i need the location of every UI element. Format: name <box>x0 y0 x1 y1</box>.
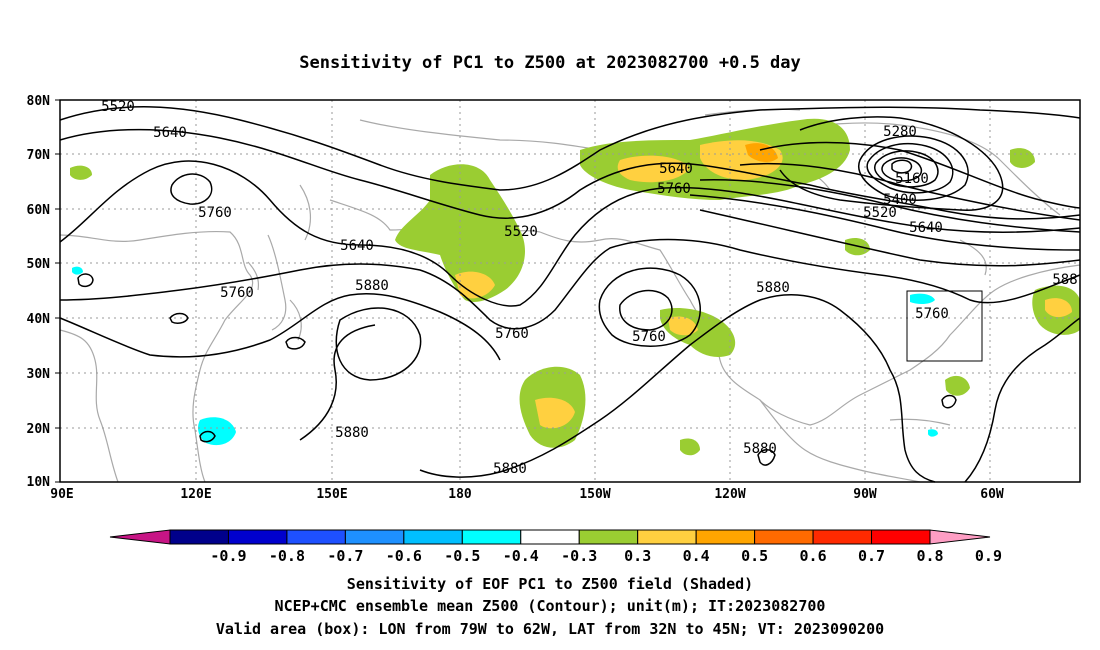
map-panel: 5520 5640 5760 5640 5520 5880 5760 5760 … <box>27 94 1081 502</box>
colorbar-swatch <box>695 529 756 545</box>
colorbar-swatch <box>754 529 814 545</box>
lat-tick: 80N <box>27 94 51 109</box>
colorbar-swatch <box>227 529 288 545</box>
colorbar-label: 0.3 <box>624 547 651 565</box>
contour-label: 5760 <box>495 326 529 342</box>
colorbar-label: 0.7 <box>858 547 885 565</box>
map-frame <box>59 99 1081 483</box>
colorbar-label: 0.9 <box>975 547 1002 565</box>
contour-label: 5640 <box>909 220 943 236</box>
colorbar-label: -0.8 <box>269 547 305 565</box>
contour-label: 5880 <box>743 441 777 457</box>
contour-label: 5760 <box>657 181 691 197</box>
z500-contours <box>59 106 1081 483</box>
lon-tick: 120E <box>180 487 211 502</box>
colorbar-left-arrow <box>109 529 171 545</box>
lat-tick: 30N <box>27 367 51 382</box>
contour-label: 5520 <box>504 224 538 240</box>
lon-tick: 60W <box>980 487 1004 502</box>
contour-label: 5400 <box>883 192 917 208</box>
colorbar-label: -0.3 <box>561 547 597 565</box>
colorbar-label: -0.5 <box>444 547 480 565</box>
contour-labels: 5520 5640 5760 5640 5520 5880 5760 5760 … <box>101 99 1078 477</box>
captions: Sensitivity of EOF PC1 to Z500 field (Sh… <box>216 575 884 638</box>
lon-tick: 150E <box>316 487 347 502</box>
lon-tick: 90W <box>853 487 877 502</box>
contour-label: 5880 <box>493 461 527 477</box>
colorbar: -0.9 -0.8 -0.7 -0.6 -0.5 -0.4 -0.3 0.3 0.4 0.5 0.6… <box>109 529 1002 565</box>
lon-tick: 90E <box>50 487 73 502</box>
gridlines <box>60 100 1080 482</box>
lon-tick: 120W <box>714 487 745 502</box>
contour-label: 588 <box>1052 272 1077 288</box>
colorbar-label: -0.6 <box>386 547 422 565</box>
colorbar-swatch <box>286 529 346 545</box>
lat-tick: 50N <box>27 257 51 272</box>
contour-label: 5520 <box>101 99 135 115</box>
colorbar-label: -0.7 <box>327 547 363 565</box>
colorbar-swatch <box>461 529 522 545</box>
colorbar-swatch <box>520 529 580 545</box>
lon-tick: 150W <box>579 487 610 502</box>
contour-label: 5760 <box>632 329 666 345</box>
colorbar-swatch <box>169 529 229 545</box>
caption-shaded: Sensitivity of EOF PC1 to Z500 field (Sh… <box>347 575 753 593</box>
colorbar-swatch <box>637 529 697 545</box>
lat-tick: 60N <box>27 203 51 218</box>
contour-label: 5880 <box>335 425 369 441</box>
contour-label: 5280 <box>883 124 917 140</box>
contour-label: 5760 <box>915 306 949 322</box>
lat-axis: 80N 70N 60N 50N 40N 30N 20N 10N <box>27 94 51 490</box>
colorbar-right-arrow <box>929 529 991 545</box>
contour-label: 5520 <box>863 205 897 221</box>
contour-label: 5760 <box>198 205 232 221</box>
lon-tick: 180 <box>448 487 472 502</box>
lat-tick: 70N <box>27 148 51 163</box>
caption-contour: NCEP+CMC ensemble mean Z500 (Contour); u… <box>275 597 826 615</box>
colorbar-label: 0.5 <box>741 547 768 565</box>
contour-label: 5880 <box>756 280 790 296</box>
contour-label: 5640 <box>340 238 374 254</box>
colorbar-swatch <box>871 529 931 545</box>
caption-valid-area: Valid area (box): LON from 79W to 62W, L… <box>216 620 884 638</box>
colorbar-swatch <box>578 529 639 545</box>
contour-label: 5760 <box>220 285 254 301</box>
contour-label: 5640 <box>659 161 693 177</box>
valid-area-box <box>906 290 983 362</box>
lat-tick-marks <box>55 99 60 483</box>
colorbar-label: 0.4 <box>683 547 710 565</box>
contour-label: 5880 <box>355 278 389 294</box>
contour-label: 5160 <box>895 171 929 187</box>
colorbar-swatch <box>344 529 405 545</box>
lat-tick: 20N <box>27 422 51 437</box>
colorbar-label: 0.6 <box>800 547 827 565</box>
colorbar-label: -0.9 <box>210 547 246 565</box>
colorbar-swatch <box>812 529 873 545</box>
colorbar-label: 0.8 <box>916 547 943 565</box>
lat-tick: 10N <box>27 475 51 490</box>
colorbar-label: -0.4 <box>503 547 539 565</box>
contour-label: 5640 <box>153 125 187 141</box>
colorbar-swatch <box>403 529 463 545</box>
lon-axis: 90E 120E 150E 180 150W 120W 90W 60W <box>50 487 1004 502</box>
figure-title: Sensitivity of PC1 to Z500 at 2023082700… <box>299 53 801 73</box>
lat-tick: 40N <box>27 312 51 327</box>
